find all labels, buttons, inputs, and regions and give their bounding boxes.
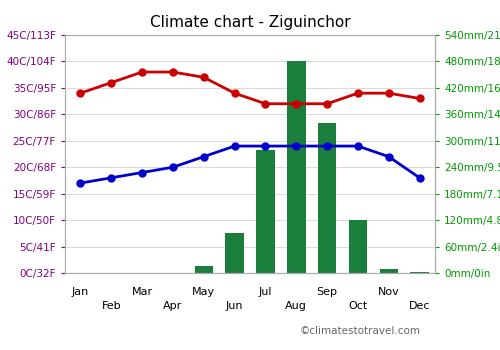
- Bar: [410, 272, 429, 273]
- Text: Nov: Nov: [378, 287, 400, 297]
- Text: Aug: Aug: [286, 301, 307, 311]
- Bar: [194, 266, 213, 273]
- Text: ©climatestotravel.com: ©climatestotravel.com: [300, 326, 421, 336]
- Text: Oct: Oct: [348, 301, 368, 311]
- Text: Feb: Feb: [102, 301, 121, 311]
- Bar: [348, 220, 367, 273]
- Text: Apr: Apr: [164, 301, 182, 311]
- Bar: [318, 123, 336, 273]
- Bar: [226, 233, 244, 273]
- Text: Mar: Mar: [132, 287, 152, 297]
- Text: May: May: [192, 287, 216, 297]
- Text: Jan: Jan: [72, 287, 89, 297]
- Title: Climate chart - Ziguinchor: Climate chart - Ziguinchor: [150, 15, 350, 30]
- Text: Jun: Jun: [226, 301, 244, 311]
- Text: Sep: Sep: [316, 287, 338, 297]
- Text: Dec: Dec: [409, 301, 430, 311]
- Bar: [287, 62, 306, 273]
- Bar: [380, 268, 398, 273]
- Text: Jul: Jul: [258, 287, 272, 297]
- Bar: [256, 149, 274, 273]
